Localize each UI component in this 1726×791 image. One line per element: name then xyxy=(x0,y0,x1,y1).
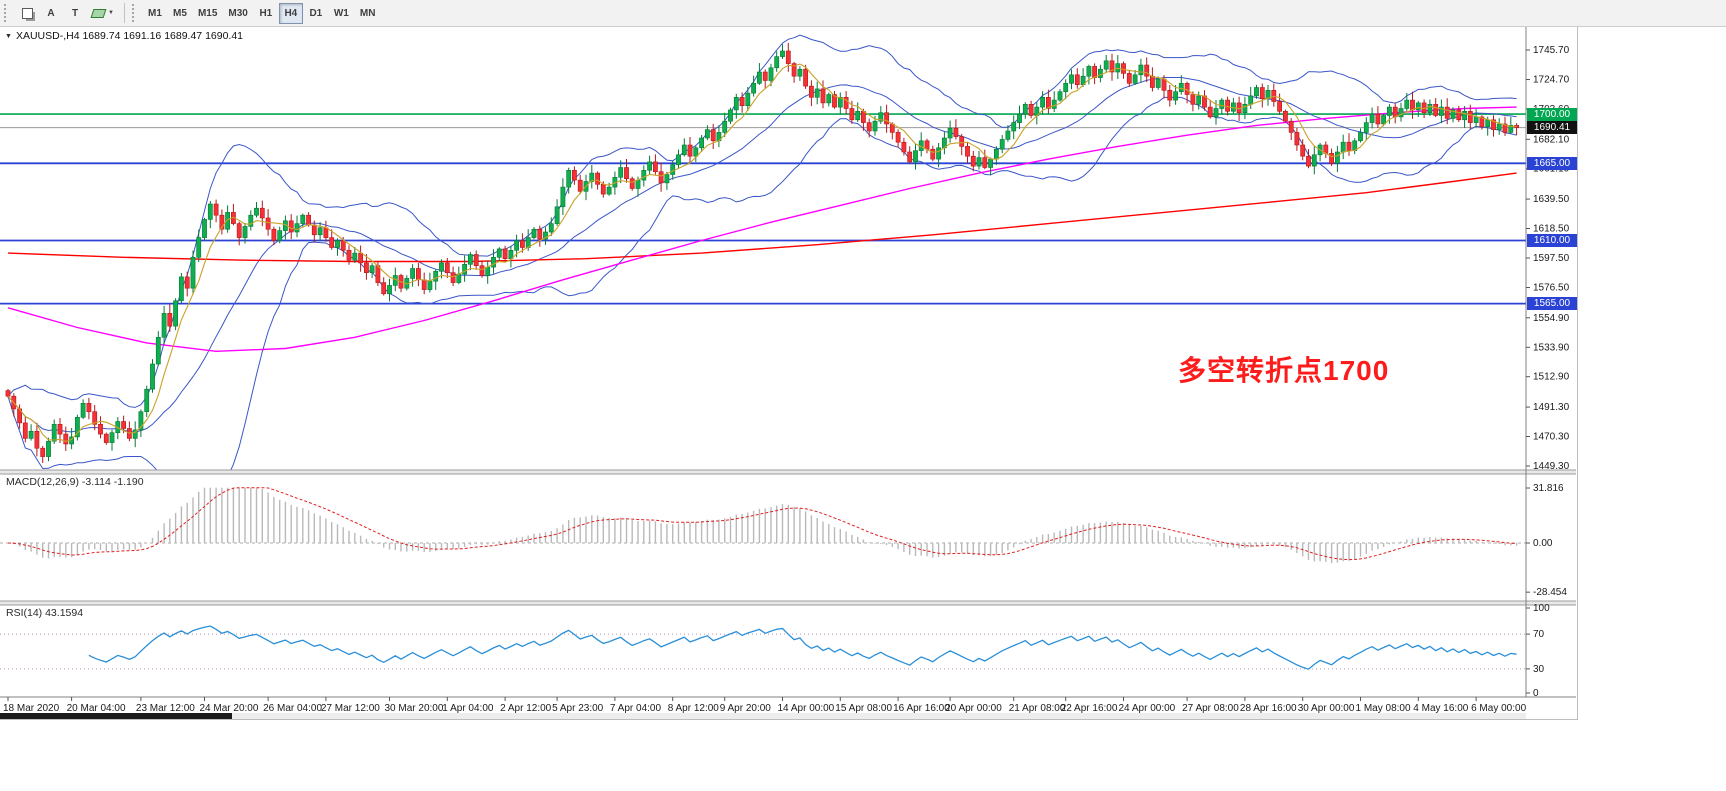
chart-annotation: 多空转折点1700 xyxy=(1178,355,1390,386)
timeframe-h1-button[interactable]: H1 xyxy=(254,3,278,24)
svg-text:24 Apr 00:00: 24 Apr 00:00 xyxy=(1119,703,1176,714)
svg-text:-28.454: -28.454 xyxy=(1533,587,1567,598)
timeframe-m5-button[interactable]: M5 xyxy=(168,3,192,24)
text-tool-button[interactable]: A xyxy=(39,3,63,24)
timeframe-d1-button[interactable]: D1 xyxy=(304,3,328,24)
svg-text:1449.30: 1449.30 xyxy=(1533,461,1570,472)
svg-text:21 Apr 08:00: 21 Apr 08:00 xyxy=(1009,703,1066,714)
svg-text:1512.90: 1512.90 xyxy=(1533,372,1570,383)
svg-text:1 May 08:00: 1 May 08:00 xyxy=(1356,703,1411,714)
horizontal-lines-layer xyxy=(0,113,1526,305)
svg-text:27 Apr 08:00: 27 Apr 08:00 xyxy=(1182,703,1239,714)
svg-text:1618.50: 1618.50 xyxy=(1533,224,1570,235)
timeframe-m1-button[interactable]: M1 xyxy=(143,3,167,24)
svg-text:1470.30: 1470.30 xyxy=(1533,432,1570,443)
svg-text:20 Mar 04:00: 20 Mar 04:00 xyxy=(67,703,126,714)
svg-text:8 Apr 12:00: 8 Apr 12:00 xyxy=(668,703,720,714)
svg-text:1745.70: 1745.70 xyxy=(1533,45,1570,56)
timeframe-mn-button[interactable]: MN xyxy=(355,3,381,24)
text-tool-label: A xyxy=(47,7,55,19)
svg-text:1724.70: 1724.70 xyxy=(1533,75,1570,86)
svg-text:1682.10: 1682.10 xyxy=(1533,134,1570,145)
svg-text:1 Apr 04:00: 1 Apr 04:00 xyxy=(442,703,494,714)
svg-text:16 Apr 16:00: 16 Apr 16:00 xyxy=(893,703,950,714)
svg-text:1597.50: 1597.50 xyxy=(1533,253,1570,264)
svg-text:5 Apr 23:00: 5 Apr 23:00 xyxy=(552,703,604,714)
svg-text:22 Apr 16:00: 22 Apr 16:00 xyxy=(1061,703,1118,714)
timeframe-w1-button[interactable]: W1 xyxy=(329,3,354,24)
macd-label: MACD(12,26,9) -3.114 -1.190 xyxy=(6,476,144,488)
svg-text:15 Apr 08:00: 15 Apr 08:00 xyxy=(835,703,892,714)
scrollbar-thumb[interactable] xyxy=(0,713,232,719)
svg-text:7 Apr 04:00: 7 Apr 04:00 xyxy=(610,703,662,714)
svg-text:14 Apr 00:00: 14 Apr 00:00 xyxy=(778,703,835,714)
svg-text:18 Mar 2020: 18 Mar 2020 xyxy=(3,703,60,714)
svg-text:70: 70 xyxy=(1533,629,1545,640)
svg-text:1576.50: 1576.50 xyxy=(1533,283,1570,294)
current-price-tag: 1690.41 xyxy=(1527,121,1577,134)
hline-tag-1665[interactable]: 1665.00 xyxy=(1527,157,1577,170)
svg-text:1533.90: 1533.90 xyxy=(1533,342,1570,353)
draw-shape-icon xyxy=(90,8,107,18)
svg-text:28 Apr 16:00: 28 Apr 16:00 xyxy=(1240,703,1297,714)
caret-down-icon: ▼ xyxy=(108,10,114,16)
timeframe-toolbar: M1 M5 M15 M30 H1 H4 D1 W1 MN xyxy=(143,2,381,24)
svg-text:26 Mar 04:00: 26 Mar 04:00 xyxy=(263,703,322,714)
objects-icon xyxy=(21,7,33,19)
hline-tag-1610[interactable]: 1610.00 xyxy=(1527,234,1577,247)
svg-text:27 Mar 12:00: 27 Mar 12:00 xyxy=(321,703,380,714)
svg-text:6 May 00:00: 6 May 00:00 xyxy=(1471,703,1526,714)
chart-title: ▼ XAUUSD-,H4 1689.74 1691.16 1689.47 1690… xyxy=(5,30,243,42)
toolbar-grip[interactable] xyxy=(4,4,11,22)
shapes-tool-label: T xyxy=(71,7,79,19)
hline-tag-1565[interactable]: 1565.00 xyxy=(1527,297,1577,310)
svg-text:23 Mar 12:00: 23 Mar 12:00 xyxy=(136,703,195,714)
svg-text:30 Mar 20:00: 30 Mar 20:00 xyxy=(385,703,444,714)
svg-text:1639.50: 1639.50 xyxy=(1533,194,1570,205)
rsi-layer xyxy=(0,625,1526,670)
svg-text:0: 0 xyxy=(1533,688,1539,699)
toolbar-separator xyxy=(123,3,125,23)
macd-layer xyxy=(0,487,1526,564)
objects-tool-button[interactable] xyxy=(15,3,39,24)
horizontal-scrollbar[interactable] xyxy=(0,713,1526,719)
shapes-tool-button[interactable]: T xyxy=(63,3,87,24)
timeframe-toolbar-grip[interactable] xyxy=(131,4,139,22)
svg-text:24 Mar 20:00: 24 Mar 20:00 xyxy=(200,703,259,714)
svg-text:9 Apr 20:00: 9 Apr 20:00 xyxy=(720,703,772,714)
chart-title-text: XAUUSD-,H4 1689.74 1691.16 1689.47 1690.… xyxy=(15,30,244,42)
svg-text:4 May 16:00: 4 May 16:00 xyxy=(1413,703,1468,714)
svg-text:1491.30: 1491.30 xyxy=(1533,402,1570,413)
price-plot-layer[interactable] xyxy=(5,34,1519,507)
timeframe-m30-button[interactable]: M30 xyxy=(223,3,252,24)
draw-tools-dropdown-button[interactable]: ▼ xyxy=(87,3,119,24)
chart-window: 1745.701724.701703.601682.101661.101639.… xyxy=(0,27,1578,720)
symbol-dropdown-icon[interactable]: ▼ xyxy=(5,33,12,40)
svg-text:0.00: 0.00 xyxy=(1533,538,1553,549)
price-chart-canvas[interactable]: 1745.701724.701703.601682.101661.101639.… xyxy=(0,27,1576,720)
toolbar: A T ▼ M1 M5 M15 M30 H1 H4 D1 W1 MN xyxy=(0,0,1726,27)
svg-text:30: 30 xyxy=(1533,664,1545,675)
timeframe-m15-button[interactable]: M15 xyxy=(193,3,222,24)
svg-text:20 Apr 00:00: 20 Apr 00:00 xyxy=(945,703,1002,714)
rsi-label: RSI(14) 43.1594 xyxy=(6,607,84,619)
svg-text:31.816: 31.816 xyxy=(1533,483,1564,494)
svg-text:1554.90: 1554.90 xyxy=(1533,313,1570,324)
timeframe-h4-button[interactable]: H4 xyxy=(278,2,303,24)
hline-tag-1700[interactable]: 1700.00 xyxy=(1527,108,1577,121)
svg-text:30 Apr 00:00: 30 Apr 00:00 xyxy=(1298,703,1355,714)
svg-text:2 Apr 12:00: 2 Apr 12:00 xyxy=(500,703,552,714)
svg-text:100: 100 xyxy=(1533,603,1550,614)
